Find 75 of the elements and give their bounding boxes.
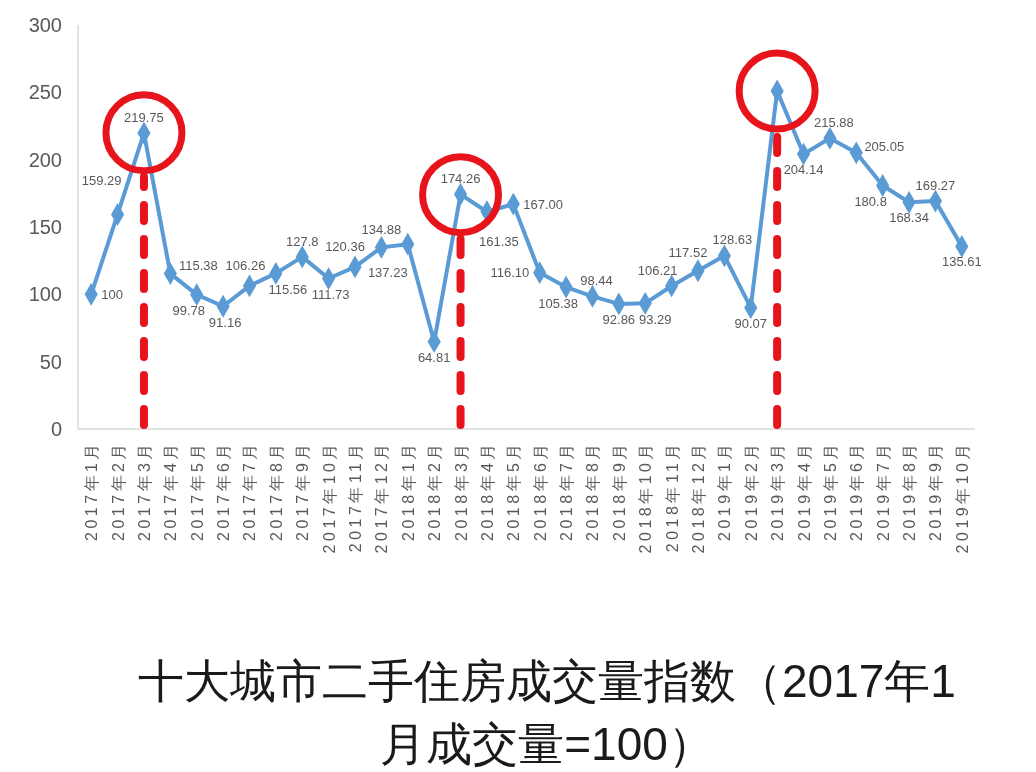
data-label: 205.05: [864, 139, 905, 155]
x-tick-label: 2018年7月: [558, 440, 576, 541]
data-label: 134.88: [361, 221, 402, 237]
x-tick-label: 2019年9月: [927, 440, 945, 541]
x-tick-label: 2019年3月: [769, 440, 787, 541]
data-label: 219.75: [124, 110, 164, 126]
data-label: 161.35: [479, 234, 519, 250]
x-tick-label: 2018年12月: [689, 440, 707, 554]
data-label: 105.38: [538, 295, 578, 311]
x-tick-label: 2017年8月: [267, 440, 285, 541]
x-tick-label: 2017年7月: [241, 440, 259, 541]
data-label: 128.63: [712, 232, 753, 248]
x-tick-label: 2018年10月: [637, 440, 655, 554]
data-label: 111.73: [311, 287, 350, 303]
data-label: 106.26: [225, 258, 266, 274]
data-label: 168.34: [889, 210, 929, 226]
x-tick-label: 2019年10月: [953, 440, 971, 554]
data-label: 135.61: [941, 254, 982, 270]
x-tick-label: 2019年4月: [795, 440, 813, 541]
data-label: 174.26: [440, 171, 481, 187]
x-tick-label: 2017年9月: [294, 440, 312, 541]
x-tick-label: 2017年1月: [83, 440, 101, 541]
text: 十大城市二手住房成交量指数（2017年1月成交量=100）: [138, 655, 956, 770]
y-tick-label: 250: [28, 81, 62, 104]
data-label: 90.07: [734, 315, 768, 331]
x-tick-label: 2018年1月: [399, 440, 417, 541]
x-tick-label: 2018年9月: [610, 440, 628, 541]
data-label: 64.81: [417, 349, 451, 365]
x-tick-label: 2017年11月: [347, 440, 365, 553]
x-tick-label: 2017年12月: [373, 440, 391, 554]
data-label: 204.14: [783, 162, 824, 178]
x-tick-label: 2018年4月: [478, 440, 496, 541]
data-label: 99.78: [172, 303, 205, 319]
data-label: 117.52: [668, 245, 708, 261]
x-tick-label: 2018年8月: [584, 440, 602, 541]
y-tick-label: 50: [39, 350, 62, 373]
data-label: 215.88: [814, 114, 854, 130]
x-tick-label: 2017年6月: [215, 440, 233, 541]
data-label: 116.10: [490, 265, 530, 281]
y-tick-label: 300: [28, 14, 62, 36]
x-tick-label: 2017年2月: [109, 440, 127, 541]
x-tick-label: 2017年10月: [320, 440, 338, 554]
x-tick-label: 2018年6月: [531, 440, 549, 541]
x-tick-label: 2019年8月: [901, 440, 919, 541]
y-tick-label: 200: [28, 148, 62, 171]
data-label: 106.21: [637, 262, 678, 278]
data-label: 92.86: [602, 312, 636, 327]
x-tick-label: 2018年11月: [663, 440, 681, 553]
x-tick-label: 2017年3月: [135, 440, 153, 541]
data-label: 137.23: [367, 264, 408, 280]
data-label: 180.8: [854, 194, 887, 210]
data-label: 120.36: [325, 239, 365, 255]
x-tick-label: 2019年2月: [742, 440, 760, 541]
data-label: 127.8: [285, 233, 319, 249]
x-tick-label: 2019年7月: [874, 440, 892, 541]
data-label: 93.29: [638, 311, 672, 327]
x-tick-label: 2018年5月: [505, 440, 523, 541]
x-tick-label: 2018年2月: [426, 440, 444, 541]
x-tick-label: 2018年3月: [452, 440, 470, 541]
data-label: 91.16: [208, 314, 242, 330]
x-tick-label: 2019年6月: [848, 440, 866, 541]
y-tick-label: 150: [28, 216, 62, 238]
y-tick-label: 100: [28, 283, 62, 306]
x-tick-label: 2019年5月: [821, 440, 839, 541]
data-label: 167.00: [523, 196, 564, 212]
data-label: 115.38: [178, 258, 218, 274]
x-tick-label: 2019年1月: [716, 440, 734, 541]
x-tick-label: 2017年5月: [188, 440, 206, 541]
data-label: 98.44: [580, 272, 613, 288]
data-label: 159.29: [81, 173, 122, 189]
data-label: 100: [101, 286, 123, 302]
data-label: 115.56: [268, 281, 308, 297]
data-label: 169.27: [915, 178, 956, 194]
x-tick-label: 2017年4月: [162, 440, 180, 541]
y-tick-label: 0: [50, 418, 62, 440]
